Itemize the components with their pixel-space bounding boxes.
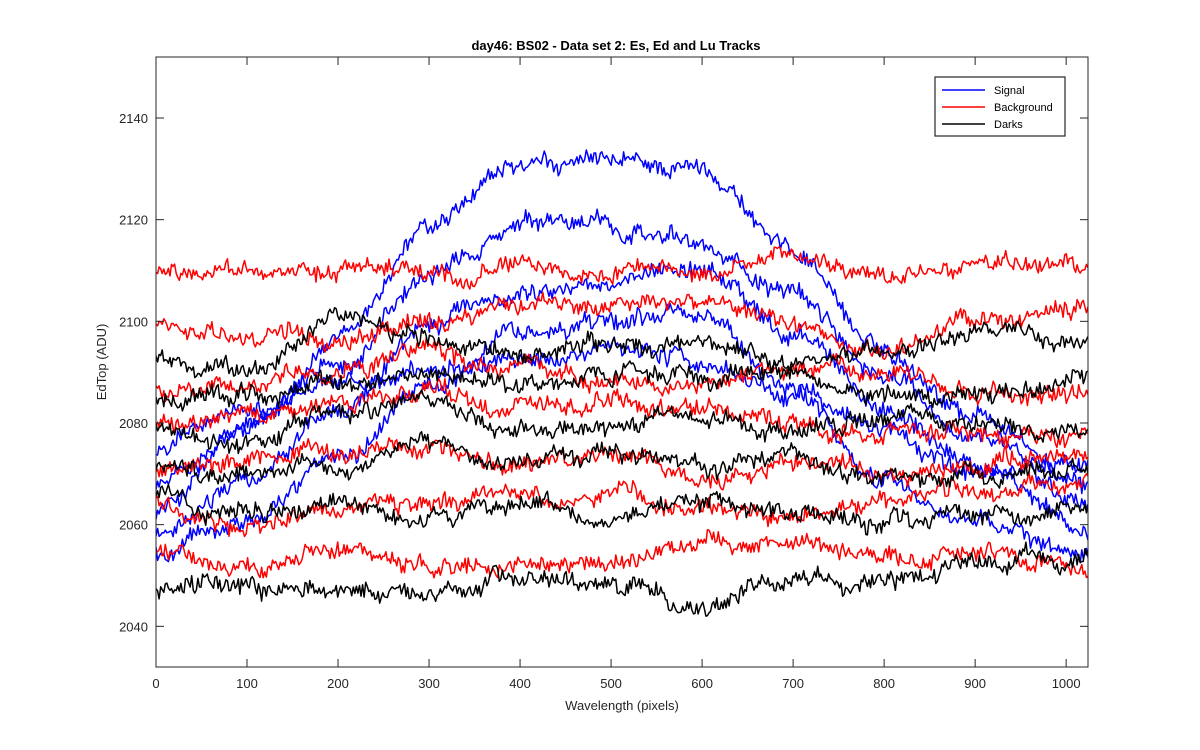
legend-label-darks: Darks (994, 119, 1023, 131)
x-tick-label-100: 100 (236, 676, 258, 691)
y-axis-label: EdTop (ADU) (94, 324, 109, 401)
x-tick-label-0: 0 (152, 676, 159, 691)
y-tick-label-2080: 2080 (119, 416, 148, 431)
x-tick-label-700: 700 (782, 676, 804, 691)
x-tick-label-900: 900 (964, 676, 986, 691)
x-tick-label-300: 300 (418, 676, 440, 691)
series-line-darks-15 (156, 431, 1088, 489)
x-tick-label-1000: 1000 (1052, 676, 1081, 691)
legend: Signal Background Darks (934, 76, 1066, 137)
legend-label-signal: Signal (994, 85, 1025, 97)
series-line-background-5 (156, 246, 1088, 290)
series-line-darks-14 (156, 389, 1088, 455)
x-axis-label: Wavelength (pixels) (565, 698, 679, 713)
series-line-darks-13 (156, 360, 1088, 412)
y-tick-label-2140: 2140 (119, 111, 148, 126)
y-tick-label-2060: 2060 (119, 518, 148, 533)
y-tick-label-2120: 2120 (119, 213, 148, 228)
series-line-darks-16 (156, 483, 1088, 536)
x-tick-label-500: 500 (600, 676, 622, 691)
x-tick-label-600: 600 (691, 676, 713, 691)
series-line-background-8 (156, 377, 1088, 449)
series-line-background-9 (156, 437, 1088, 491)
series-line-signal-4 (156, 336, 1088, 482)
chart-title: day46: BS02 - Data set 2: Es, Ed and Lu … (471, 38, 760, 53)
x-tick-label-200: 200 (327, 676, 349, 691)
series-line-background-11 (156, 528, 1088, 579)
series-line-signal-0 (156, 149, 1088, 520)
legend-label-background: Background (994, 102, 1053, 114)
plot-area-frame (155, 56, 1089, 668)
y-tick-label-2100: 2100 (119, 314, 148, 329)
y-tick-label-2040: 2040 (119, 619, 148, 634)
series-line-darks-17 (156, 541, 1088, 617)
series-line-background-6 (156, 291, 1088, 361)
series-line-darks-12 (156, 306, 1088, 379)
x-tick-label-400: 400 (509, 676, 531, 691)
x-tick-label-800: 800 (873, 676, 895, 691)
